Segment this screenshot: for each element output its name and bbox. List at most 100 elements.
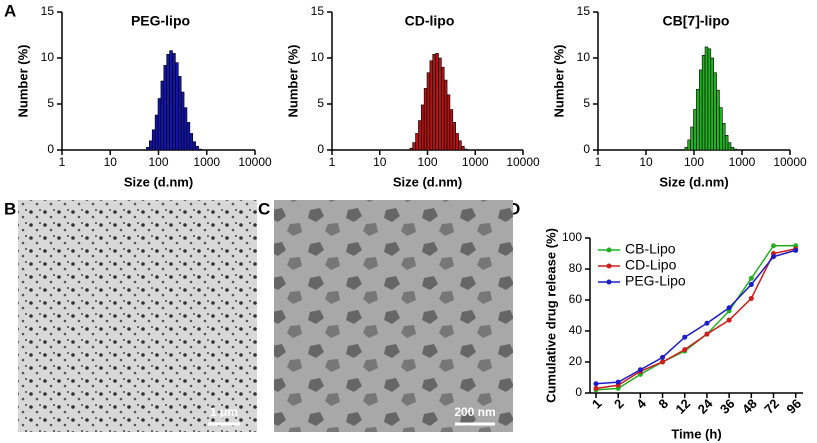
x-tick-label: 10 (373, 155, 387, 169)
bar (463, 148, 468, 151)
bar (177, 76, 182, 151)
legend-marker (606, 279, 612, 285)
y-tick-label: 100 (562, 230, 582, 244)
bar (175, 62, 179, 151)
point (615, 379, 621, 385)
x-tick-label: 72 (761, 396, 782, 417)
point (593, 381, 599, 387)
bar (172, 53, 176, 151)
bar (151, 129, 156, 151)
bar (687, 139, 691, 151)
y-tick-label: 10 (311, 50, 325, 64)
x-tick-label: 36 (717, 396, 738, 417)
bar (438, 57, 442, 151)
x-tick-label: 4 (633, 395, 649, 411)
bar (423, 88, 428, 151)
point (726, 305, 732, 311)
chart-title: CD-lipo (405, 13, 455, 29)
panel-label: A (4, 1, 16, 20)
x-tick-label: 100 (148, 155, 168, 169)
y-tick-label: 10 (577, 50, 591, 64)
bar (701, 54, 706, 151)
bar (169, 50, 173, 151)
bar (149, 140, 153, 151)
bar (198, 148, 202, 151)
legend-label: CD-Lipo (625, 257, 677, 273)
x-tick-label: 2 (611, 396, 627, 412)
bar (452, 122, 456, 151)
bar (693, 109, 697, 151)
x-tick-label: 100 (417, 155, 437, 169)
point (637, 367, 643, 373)
bar (716, 89, 720, 151)
y-tick-label: 15 (311, 4, 325, 18)
x-tick-label: 100 (684, 155, 704, 169)
chart-title: PEG-lipo (131, 13, 190, 29)
legend-label: CB-Lipo (625, 241, 676, 257)
bar (710, 57, 714, 151)
x-tick-label: 96 (783, 396, 804, 417)
bar (707, 48, 712, 151)
bar (432, 54, 436, 151)
x-tick-label: 12 (672, 396, 693, 417)
y-tick-label: 40 (569, 323, 583, 337)
point (593, 385, 599, 391)
bar (704, 46, 709, 151)
tem-image (274, 200, 513, 432)
y-axis-label: Number (%) (551, 45, 566, 118)
point (704, 331, 710, 337)
legend-label: PEG-Lipo (625, 273, 686, 289)
bar (724, 134, 729, 151)
bar (154, 114, 159, 151)
y-tick-label: 20 (569, 354, 583, 368)
x-axis-label: Time (h) (671, 426, 721, 441)
y-tick-label: 0 (47, 142, 54, 156)
point (660, 354, 666, 360)
x-tick-label: 1000 (193, 155, 220, 169)
bar (186, 122, 191, 151)
point (748, 275, 754, 281)
x-tick-label: 48 (739, 396, 760, 417)
y-tick-label: 0 (317, 142, 324, 156)
panel-label: B (4, 199, 16, 218)
y-tick-label: 80 (569, 261, 583, 275)
bar (157, 98, 162, 151)
x-axis-label: Size (d.nm) (393, 174, 462, 189)
bar (409, 147, 414, 151)
x-tick-label: 1 (595, 155, 602, 169)
y-tick-label: 5 (583, 96, 590, 110)
series-line (595, 248, 796, 390)
bar (733, 148, 738, 151)
x-tick-label: 10 (104, 155, 118, 169)
legend-marker (606, 247, 612, 253)
bar (713, 72, 717, 151)
bar (195, 146, 199, 151)
legend-marker (606, 263, 612, 269)
bar (446, 94, 451, 151)
y-tick-label: 15 (41, 4, 55, 18)
scale-bar-label: 1 μm (210, 405, 238, 419)
bar (166, 54, 170, 151)
bar (146, 146, 150, 151)
bar (441, 66, 445, 151)
bar (443, 79, 448, 151)
bar (163, 65, 168, 151)
y-axis-label: Number (%) (15, 45, 30, 118)
y-tick-label: 60 (569, 292, 583, 306)
point (748, 282, 754, 287)
y-tick-label: 10 (41, 50, 55, 64)
bar (412, 142, 416, 151)
x-tick-label: 1000 (462, 155, 489, 169)
bar (455, 133, 459, 151)
bar (458, 140, 462, 151)
x-tick-label: 10000 (506, 155, 540, 169)
bar (696, 88, 700, 151)
point (793, 247, 799, 253)
series-line (595, 249, 796, 385)
x-axis-label: Size (d.nm) (659, 174, 728, 189)
bar (429, 60, 434, 151)
bar (684, 146, 689, 151)
bar (698, 69, 703, 151)
bar (192, 141, 196, 151)
